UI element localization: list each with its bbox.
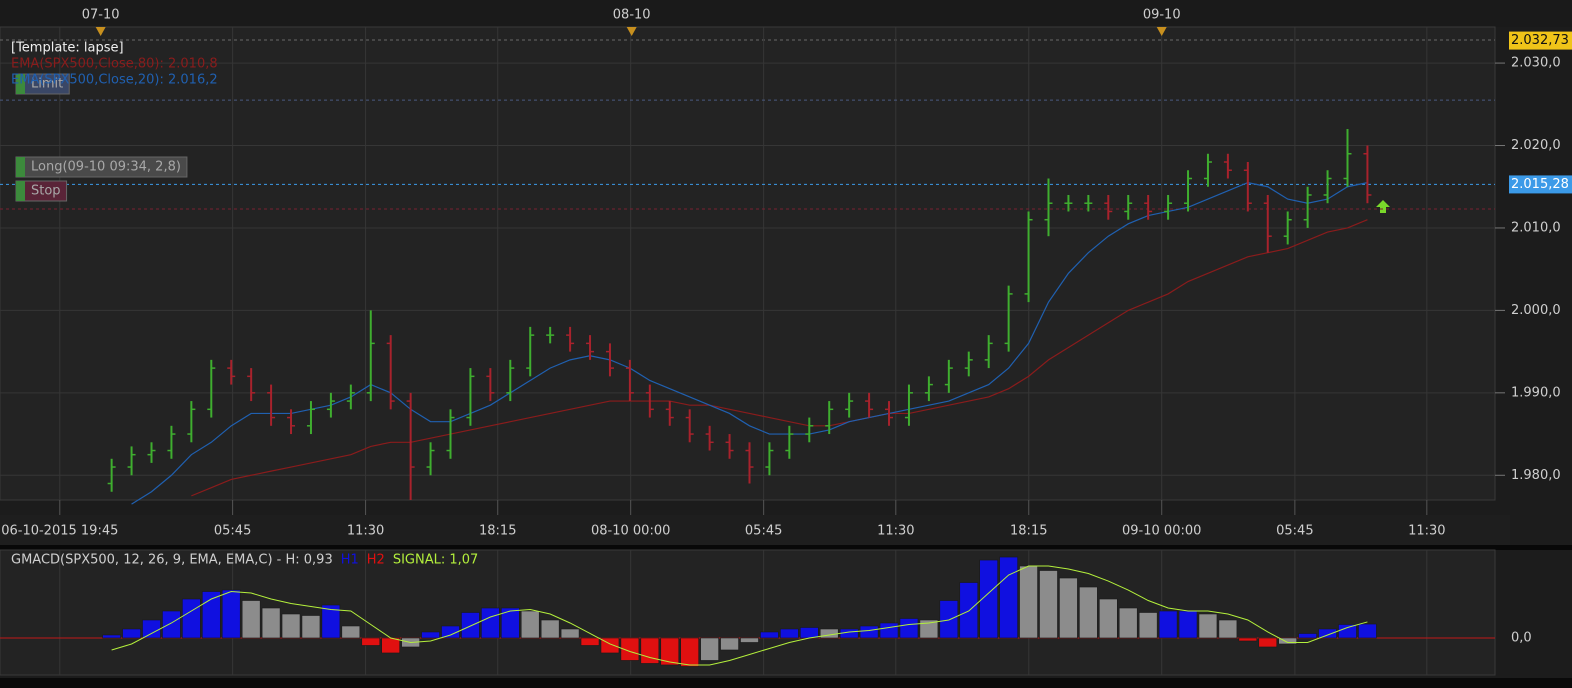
histogram-bar xyxy=(382,638,400,653)
histogram-bar xyxy=(800,627,818,637)
y-tick-label: 2.020,0 xyxy=(1511,138,1561,153)
template-title: [Template: lapse] xyxy=(11,41,124,56)
x-tick-label: 05:45 xyxy=(1276,524,1313,539)
order-label: Long(09-10 09:34, 2,8) xyxy=(31,160,181,175)
histogram-bar xyxy=(820,629,838,638)
price-marker-label: 2.015,28 xyxy=(1511,177,1569,192)
histogram-bar xyxy=(960,583,978,638)
histogram-bar xyxy=(1338,624,1356,637)
histogram-bar xyxy=(1259,638,1277,647)
histogram-bar xyxy=(1358,624,1376,638)
price-panel xyxy=(0,27,1495,500)
histogram-bar xyxy=(740,638,758,642)
chart: [Template: lapse] GMACD(SPX500, 12, 26, … xyxy=(0,0,1572,688)
histogram-bar xyxy=(422,632,440,638)
x-tick-label: 11:30 xyxy=(1408,524,1445,539)
histogram-bar xyxy=(142,620,160,638)
top-tick-label: 07-10 xyxy=(82,8,120,23)
histogram-bar xyxy=(721,638,739,650)
order-handle xyxy=(16,181,25,201)
x-tick-label: 11:30 xyxy=(877,524,914,539)
x-tick-label: 08-10 00:00 xyxy=(591,524,670,539)
histogram-bar xyxy=(242,601,260,638)
histogram-bar xyxy=(1000,557,1018,638)
y-tick-label: 2.030,0 xyxy=(1511,56,1561,71)
legend-entry: EMA(SPX500,Close,80): 2.010,8 xyxy=(11,57,218,72)
histogram-bar xyxy=(681,638,699,666)
x-tick-label: 18:15 xyxy=(479,524,516,539)
y-tick-label: 1.990,0 xyxy=(1511,385,1561,400)
histogram-bar xyxy=(262,608,280,638)
histogram-bar xyxy=(1119,608,1137,638)
y-tick-label: 2.010,0 xyxy=(1511,220,1561,235)
top-tick-label: 09-10 xyxy=(1143,8,1181,23)
histogram-bar xyxy=(701,638,719,660)
legend-entry: H1 xyxy=(341,553,359,568)
top-strip xyxy=(0,0,1572,27)
histogram-bar xyxy=(541,620,559,638)
histogram-bar xyxy=(521,611,539,638)
histogram-bar xyxy=(123,629,141,638)
histogram-bar xyxy=(1059,578,1077,638)
histogram-bar xyxy=(282,614,300,638)
y-tick-label: 0,0 xyxy=(1511,630,1532,645)
histogram-bar xyxy=(1020,566,1038,638)
histogram-bar xyxy=(880,623,898,638)
histogram-bar xyxy=(1139,613,1157,638)
histogram-bar xyxy=(162,611,180,638)
histogram-bar xyxy=(760,632,778,638)
x-tick-label: 06-10-2015 19:45 xyxy=(1,524,118,539)
histogram-bar xyxy=(481,608,499,638)
separator xyxy=(0,545,1572,550)
histogram-bar xyxy=(840,629,858,638)
histogram-bar xyxy=(940,601,958,638)
histogram-bar xyxy=(561,629,579,638)
histogram-bar xyxy=(1159,611,1177,638)
x-tick-label: 05:45 xyxy=(214,524,251,539)
histogram-bar xyxy=(860,626,878,638)
histogram-bar xyxy=(362,638,380,645)
histogram-bar xyxy=(641,638,659,663)
histogram-bar xyxy=(1239,638,1257,641)
x-tick-label: 11:30 xyxy=(347,524,384,539)
histogram-bar xyxy=(1179,611,1197,638)
legend-entry: H2 xyxy=(367,553,385,568)
histogram-bar xyxy=(342,626,360,638)
page: [Template: lapse] GMACD(SPX500, 12, 26, … xyxy=(0,0,1572,688)
bottom-strip xyxy=(0,678,1572,688)
histogram-bar xyxy=(222,590,240,638)
x-tick-label: 18:15 xyxy=(1010,524,1047,539)
histogram-bar xyxy=(302,615,320,637)
top-tick-label: 08-10 xyxy=(613,8,651,23)
histogram-bar xyxy=(780,629,798,638)
histogram-bar xyxy=(461,613,479,638)
histogram-bar xyxy=(1219,620,1237,638)
histogram-bar xyxy=(900,618,918,637)
order-handle xyxy=(16,157,25,177)
histogram-bar xyxy=(1039,571,1057,638)
histogram-bar xyxy=(182,599,200,638)
histogram-bar xyxy=(1319,629,1337,638)
price-marker-label: 2.032,73 xyxy=(1511,33,1569,48)
y-tick-label: 1.980,0 xyxy=(1511,468,1561,483)
histogram-bar xyxy=(103,635,121,638)
y-tick-label: 2.000,0 xyxy=(1511,303,1561,318)
legend-entry: EMA(SPX500,Close,20): 2.016,2 xyxy=(11,73,218,88)
histogram-bar xyxy=(1099,599,1117,638)
x-tick-label: 05:45 xyxy=(745,524,782,539)
legend-entry: SIGNAL: 1,07 xyxy=(393,553,478,568)
histogram-bar xyxy=(1079,587,1097,638)
macd-title: GMACD(SPX500, 12, 26, 9, EMA, EMA,C) - H… xyxy=(11,553,333,568)
order-label: Stop xyxy=(31,184,61,199)
x-tick-label: 09-10 00:00 xyxy=(1122,524,1201,539)
histogram-bar xyxy=(581,638,599,645)
histogram-bar xyxy=(1299,633,1317,637)
histogram-bar xyxy=(1199,614,1217,638)
